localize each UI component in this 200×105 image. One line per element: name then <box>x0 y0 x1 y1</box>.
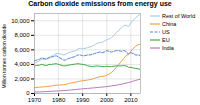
html-text:China: China <box>162 21 177 27</box>
svg-text:6,000: 6,000 <box>14 47 30 53</box>
html-text:US: US <box>162 29 170 35</box>
html-text:Million tonnes carbon dioxide: Million tonnes carbon dioxide <box>0 24 7 89</box>
svg-text:8,000: 8,000 <box>14 32 30 38</box>
svg-text:2000: 2000 <box>100 97 114 103</box>
svg-text:2,000: 2,000 <box>14 76 30 82</box>
svg-text:0: 0 <box>26 90 30 96</box>
html-text:EU: EU <box>162 37 170 43</box>
svg-text:1970: 1970 <box>28 97 42 103</box>
svg-text:2010: 2010 <box>124 97 138 103</box>
svg-text:1980: 1980 <box>52 97 66 103</box>
html-text:India: India <box>162 45 174 51</box>
html-text:Carbon dioxide emissions from: Carbon dioxide emissions from energy use <box>28 0 172 7</box>
svg-text:10,000: 10,000 <box>11 18 30 24</box>
html-text:Rest of World: Rest of World <box>162 13 196 19</box>
svg-text:1990: 1990 <box>76 97 90 103</box>
svg-text:4,000: 4,000 <box>14 61 30 67</box>
